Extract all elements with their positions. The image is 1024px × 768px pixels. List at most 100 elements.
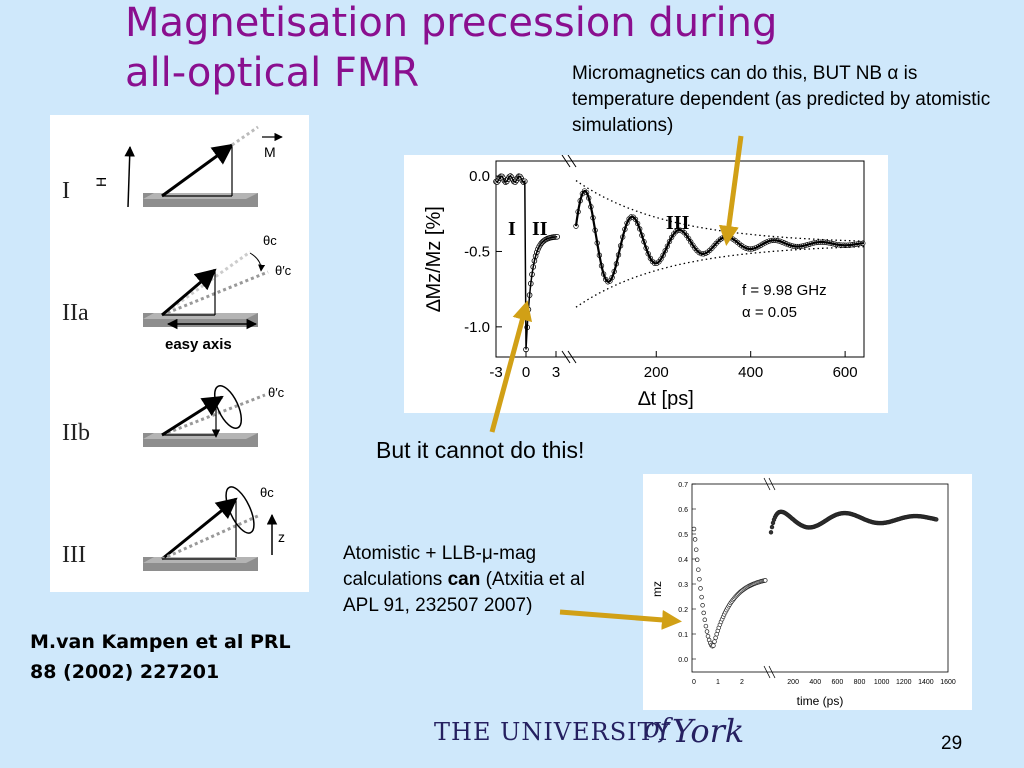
atomistic-note-prefix: Atomistic + LLB-μ-mag calculations <box>343 543 537 590</box>
fmr-axis-break-top <box>561 154 577 168</box>
mz-data-point <box>703 623 709 629</box>
atomistic-note: Atomistic + LLB-μ-mag calculations can (… <box>343 541 588 619</box>
slide-title-line-2: all-optical FMR <box>125 50 420 96</box>
slide-title: Magnetisation precession during all-opti… <box>125 0 885 98</box>
mz-data-point <box>700 603 705 608</box>
mz-chart: 0.7 0.6 0.5 0.4 0.3 0.2 0.1 0.0 0 1 2 200 400 600 800 1… <box>650 477 956 708</box>
mz-data-point <box>763 578 768 583</box>
stage-label-i: I <box>62 178 70 204</box>
university-wordmark: THE UNIVERSITY <box>434 718 672 746</box>
fmr-fit-early <box>495 175 558 350</box>
fmr-chart-panel: 0.0 -0.5 -1.0 -3 0 3 200 400 600 I II III f = 9.… <box>404 154 888 413</box>
atomistic-note-suffix: (Atxitia et al APL 91, 232507 2007) <box>343 569 585 616</box>
atomistic-note-emphasis: can <box>447 569 481 590</box>
mz-y-axis-label: mz <box>650 581 664 597</box>
mz-data-point <box>698 586 703 591</box>
mz-y-tick-label: 0.1 <box>678 632 688 639</box>
mz-data-point <box>691 526 697 532</box>
mz-y-tick-label: 0.4 <box>678 557 688 564</box>
page-number: 29 <box>941 733 963 754</box>
fmr-x-tick-label: 0 <box>522 364 530 381</box>
mz-x-tick-label: 1000 <box>874 679 890 686</box>
mz-x-tick-label: 2 <box>740 679 744 686</box>
mz-plot-frame <box>691 483 949 673</box>
mz-x-tick-label: 200 <box>787 679 799 686</box>
fmr-chart: 0.0 -0.5 -1.0 -3 0 3 200 400 600 I II III f = 9.… <box>423 154 866 410</box>
citation-line-2: 88 (2002) 227201 <box>30 661 220 683</box>
magnetisation-arrow-iii <box>161 497 238 561</box>
fmr-y-tick-label: 0.0 <box>469 168 490 185</box>
mz-x-tick-label: 800 <box>854 679 866 686</box>
theta-c-prime-label-iib: θ′c <box>268 385 285 400</box>
fmr-data-series <box>493 173 866 353</box>
fmr-x-tick-label: 3 <box>552 364 560 381</box>
mz-x-tick-label: 600 <box>832 679 844 686</box>
university-wordmark-york: York <box>672 712 745 750</box>
mz-y-tick-label: 0.0 <box>678 657 688 664</box>
stage-label-iii: III <box>62 542 86 568</box>
field-h-arrow <box>124 145 135 208</box>
theta-c-label-iia: θc <box>263 233 277 248</box>
mz-y-tick-label: 0.5 <box>678 532 688 539</box>
mz-y-tick-label: 0.6 <box>678 507 688 514</box>
magnetisation-arrow-iib <box>161 395 224 437</box>
mz-x-tick-label: 1400 <box>918 679 934 686</box>
magnetisation-arrow-i <box>161 143 234 198</box>
mz-data-point <box>692 537 698 542</box>
stage-label-iia: IIa <box>62 300 89 326</box>
fmr-x-tick-label: 600 <box>833 364 858 381</box>
fmr-x-axis-label: ∆t [ps] <box>638 388 694 410</box>
fmr-region-iii: III <box>666 212 690 234</box>
field-h-label: H <box>93 177 109 187</box>
mz-chart-panel: 0.7 0.6 0.5 0.4 0.3 0.2 0.1 0.0 0 1 2 200 400 600 800 1… <box>643 474 972 710</box>
cannot-do-this-text: But it cannot do this! <box>376 437 585 463</box>
mz-axis-break-top <box>763 477 776 491</box>
mz-data-point <box>694 557 700 563</box>
mz-data-point <box>768 530 774 535</box>
mz-data-series <box>691 509 939 649</box>
fmr-damping-annotation: α = 0.05 <box>742 304 797 321</box>
fmr-region-i: I <box>508 218 516 240</box>
citation-line-1: M.van Kampen et al PRL <box>30 631 291 653</box>
fmr-y-axis-label: ∆Mz/Mz [%] <box>423 206 445 312</box>
mz-axis-break-bottom <box>763 665 776 679</box>
fmr-x-tick-label: -3 <box>489 364 502 381</box>
fmr-envelope-upper <box>575 180 864 242</box>
fmr-y-tick-label: -1.0 <box>464 319 490 336</box>
precession-diagram-panel: I H M IIa θc θ′c easy axis IIb θ′c <box>50 115 309 592</box>
fmr-y-tick-label: -0.5 <box>464 243 490 260</box>
mz-y-tick-label: 0.7 <box>678 482 688 489</box>
fmr-x-tick-label: 200 <box>644 364 669 381</box>
mz-x-tick-label: 1200 <box>896 679 912 686</box>
precession-cone-iii <box>225 486 255 534</box>
mz-x-tick-label: 400 <box>809 679 821 686</box>
mz-data-point <box>699 594 704 600</box>
mz-data-point <box>697 576 702 582</box>
mz-data-point <box>713 635 718 641</box>
mz-y-tick-label: 0.2 <box>678 607 688 614</box>
mz-data-point <box>769 524 775 530</box>
fmr-region-ii: II <box>532 218 548 240</box>
z-axis-label: z <box>278 529 285 545</box>
precession-diagram: I H M IIa θc θ′c easy axis IIb θ′c <box>62 125 292 571</box>
easy-axis-label: easy axis <box>165 336 232 353</box>
citation: M.van Kampen et al PRL 88 (2002) 227201 <box>30 627 340 687</box>
precession-cone-iib <box>213 384 243 430</box>
mz-data-point <box>711 643 716 648</box>
micromagnetics-note: Micromagnetics can do this, BUT NB α is … <box>572 63 991 136</box>
mz-data-point <box>712 639 717 644</box>
mz-data-point <box>705 633 711 639</box>
mz-x-tick-label: 0 <box>692 679 696 686</box>
university-wordmark-of: of <box>644 714 670 744</box>
theta-c-prime-label-iia: θ′c <box>275 263 292 278</box>
mz-data-point <box>704 629 710 634</box>
mz-data-point <box>702 617 708 623</box>
fmr-plot-frame <box>495 160 865 358</box>
stage-label-iib: IIb <box>62 420 90 446</box>
fmr-tick-labels: 0.0 -0.5 -1.0 -3 0 3 200 400 600 <box>464 168 857 381</box>
theta-c-label-iii: θc <box>260 485 274 500</box>
mz-data-point <box>934 517 939 522</box>
mz-tick-labels: 0.7 0.6 0.5 0.4 0.3 0.2 0.1 0.0 0 1 2 200 400 600 800 1… <box>678 482 956 686</box>
mz-data-point <box>701 610 706 616</box>
slide-title-line-1: Magnetisation precession during <box>125 0 778 46</box>
